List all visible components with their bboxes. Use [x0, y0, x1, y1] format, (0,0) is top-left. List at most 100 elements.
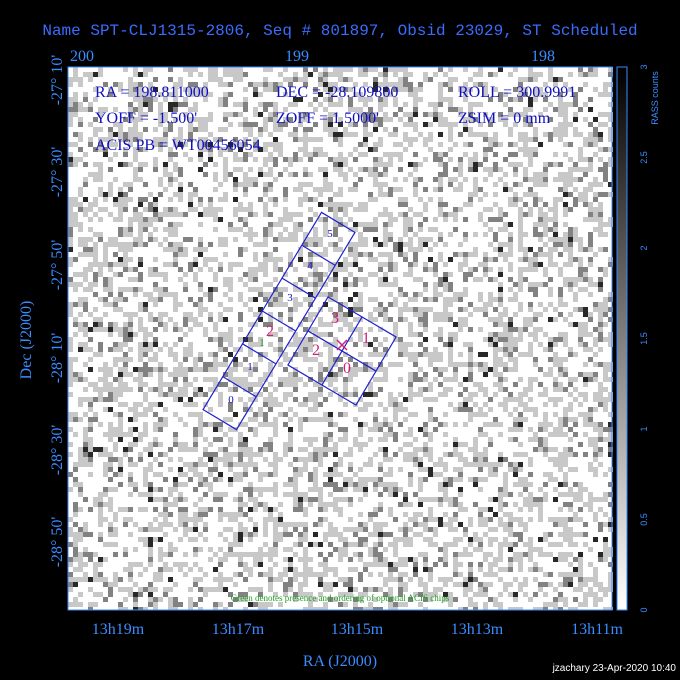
sky-pixel	[583, 167, 588, 172]
sky-pixel	[503, 307, 508, 312]
sky-pixel	[473, 412, 478, 417]
sky-pixel	[518, 207, 523, 212]
sky-pixel	[83, 562, 88, 567]
sky-pixel	[178, 222, 183, 227]
sky-pixel	[493, 362, 498, 367]
sky-pixel	[498, 522, 503, 527]
sky-pixel	[598, 402, 603, 407]
sky-pixel	[493, 417, 498, 422]
sky-pixel	[373, 507, 378, 512]
sky-pixel	[553, 497, 558, 502]
sky-pixel	[343, 212, 348, 217]
sky-pixel	[353, 242, 358, 247]
sky-pixel	[558, 107, 563, 112]
sky-pixel	[198, 127, 203, 132]
sky-pixel	[498, 67, 503, 72]
sky-pixel	[538, 282, 543, 287]
sky-pixel	[98, 297, 103, 302]
sky-pixel	[598, 462, 603, 467]
sky-pixel	[318, 517, 323, 522]
sky-pixel	[248, 447, 253, 452]
sky-pixel	[463, 152, 468, 157]
sky-pixel	[218, 77, 223, 82]
sky-pixel	[488, 422, 493, 427]
sky-pixel	[203, 422, 208, 427]
sky-pixel	[438, 372, 443, 377]
sky-pixel	[433, 397, 438, 402]
sky-pixel	[93, 72, 98, 77]
sky-pixel	[438, 337, 443, 342]
sky-pixel	[338, 412, 343, 417]
sky-pixel	[333, 137, 338, 142]
sky-pixel	[423, 282, 428, 287]
sky-pixel	[598, 287, 603, 292]
sky-pixel	[468, 362, 473, 367]
sky-pixel	[323, 562, 328, 567]
sky-pixel	[163, 207, 168, 212]
sky-pixel	[453, 517, 458, 522]
sky-pixel	[273, 452, 278, 457]
sky-pixel	[598, 382, 603, 387]
sky-pixel	[298, 147, 303, 152]
sky-pixel	[148, 357, 153, 362]
sky-pixel	[563, 477, 568, 482]
sky-pixel	[333, 217, 338, 222]
sky-pixel	[153, 137, 158, 142]
sky-pixel	[498, 372, 503, 377]
sky-pixel	[333, 247, 338, 252]
sky-pixel	[568, 507, 573, 512]
sky-pixel	[103, 297, 108, 302]
sky-pixel	[513, 167, 518, 172]
sky-pixel	[313, 402, 318, 407]
sky-pixel	[178, 252, 183, 257]
sky-pixel	[493, 472, 498, 477]
sky-pixel	[538, 172, 543, 177]
sky-pixel	[548, 257, 553, 262]
sky-pixel	[183, 562, 188, 567]
sky-pixel	[573, 517, 578, 522]
sky-pixel	[133, 332, 138, 337]
sky-pixel	[388, 542, 393, 547]
sky-pixel	[548, 357, 553, 362]
sky-pixel	[73, 132, 78, 137]
sky-pixel	[178, 362, 183, 367]
sky-pixel	[553, 342, 558, 347]
sky-pixel	[213, 567, 218, 572]
sky-pixel	[483, 232, 488, 237]
sky-pixel	[393, 417, 398, 422]
sky-pixel	[243, 232, 248, 237]
sky-pixel	[598, 552, 603, 557]
sky-pixel	[283, 212, 288, 217]
sky-pixel	[223, 157, 228, 162]
sky-pixel	[128, 507, 133, 512]
sky-pixel	[408, 72, 413, 77]
sky-pixel	[373, 377, 378, 382]
sky-pixel	[438, 547, 443, 552]
sky-pixel	[498, 347, 503, 352]
sky-pixel	[178, 327, 183, 332]
sky-pixel	[183, 372, 188, 377]
sky-pixel	[443, 492, 448, 497]
sky-pixel	[148, 522, 153, 527]
sky-pixel	[528, 537, 533, 542]
sky-pixel	[178, 192, 183, 197]
sky-pixel	[73, 112, 78, 117]
sky-pixel	[333, 167, 338, 172]
sky-pixel	[428, 512, 433, 517]
sky-pixel	[578, 342, 583, 347]
sky-pixel	[608, 452, 613, 457]
sky-pixel	[278, 217, 283, 222]
sky-pixel	[278, 287, 283, 292]
sky-pixel	[278, 72, 283, 77]
sky-pixel	[278, 82, 283, 87]
sky-pixel	[558, 397, 563, 402]
sky-pixel	[288, 417, 293, 422]
sky-pixel	[533, 87, 538, 92]
sky-pixel	[208, 67, 213, 72]
sky-pixel	[68, 367, 73, 372]
sky-pixel	[353, 247, 358, 252]
sky-pixel	[168, 372, 173, 377]
sky-pixel	[83, 72, 88, 77]
sky-pixel	[318, 72, 323, 77]
sky-pixel	[398, 312, 403, 317]
